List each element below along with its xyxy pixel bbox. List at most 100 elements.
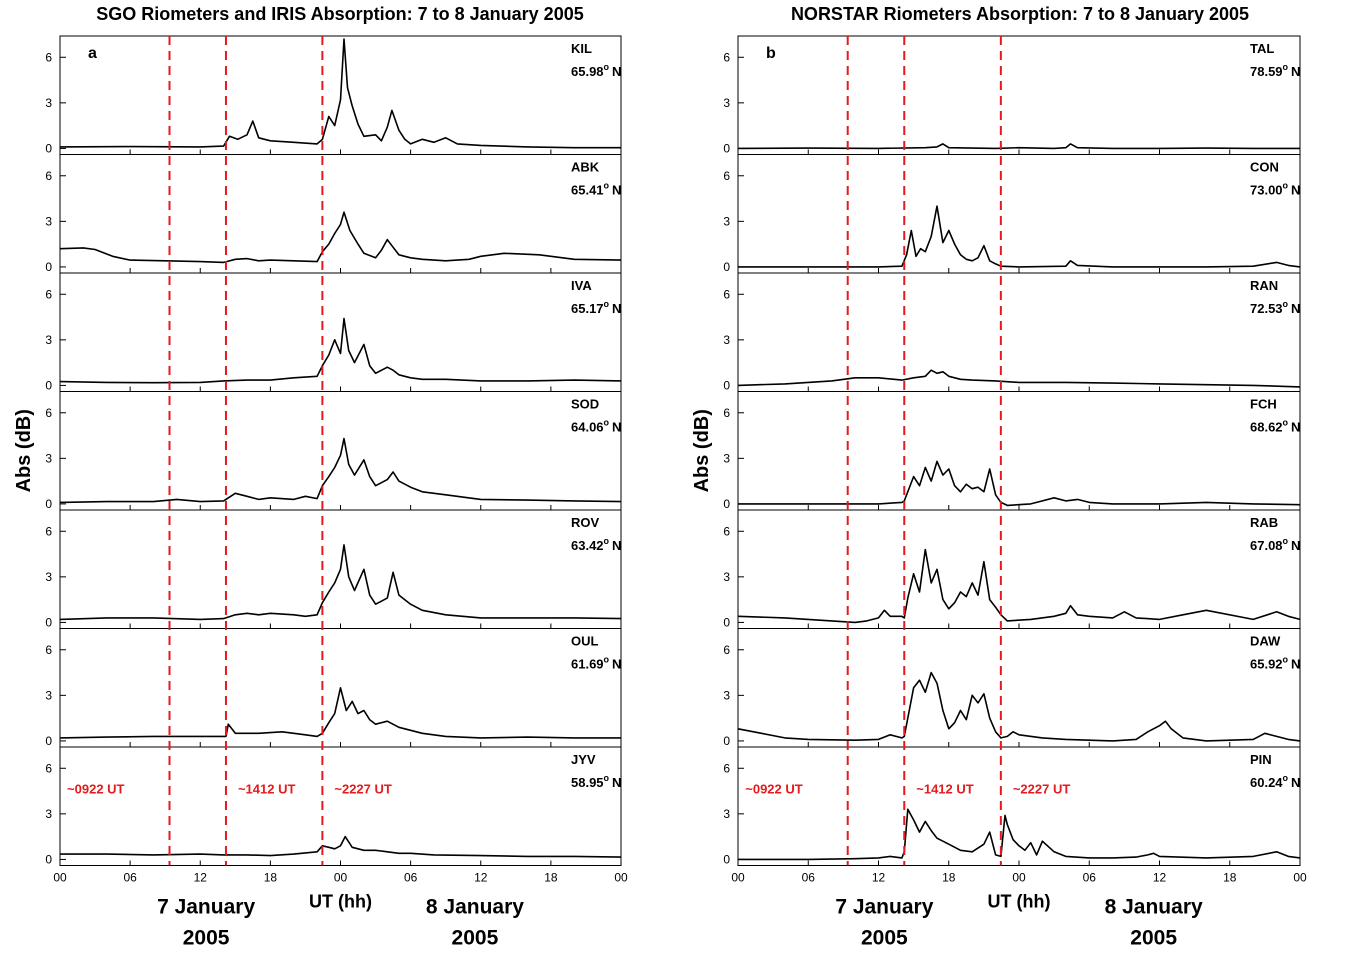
station-panel-daw: 0 3 6 DAW 65.92o N [723,628,1301,748]
station-code: RAB [1250,515,1278,530]
y-tick-label: 0 [723,734,730,748]
x-tick-label: 12 [194,871,208,885]
series-line-tal [737,143,1300,150]
y-tick-label: 6 [45,50,52,64]
y-tick-label: 6 [723,50,730,64]
y-tick-label: 0 [45,497,52,511]
station-panel-ran: 0 3 6 RAN 72.53o N [723,272,1301,392]
y-tick-label: 0 [723,378,730,392]
subplot-frame [737,35,1301,155]
station-latitude: 61.69o N [571,655,621,672]
station-code: ROV [571,515,600,530]
x-tick-label: 00 [1012,871,1026,885]
y-tick-label: 3 [723,96,730,110]
station-code: PIN [1250,752,1272,767]
event-label: ~0922 UT [67,782,125,797]
date-label-year: 2005 [861,927,908,950]
date-label: 8 January [426,896,524,919]
event-label: ~0922 UT [745,782,803,797]
station-panel-oul: 0 3 6 OUL 61.69o N [45,628,622,748]
y-tick-label: 0 [45,378,52,392]
station-latitude: 65.92o N [1250,655,1300,672]
station-code: TAL [1250,41,1274,56]
subplot-frame [59,746,622,866]
station-panel-iva: 0 3 6 IVA 65.17o N [45,272,622,392]
y-tick-label: 3 [45,570,52,584]
series-line-fch [738,460,1301,507]
x-tick-label: 18 [1223,871,1237,885]
y-tick-label: 0 [723,260,730,274]
series-line-kil [59,38,621,149]
y-axis-label: Abs (dB) [13,409,35,492]
station-code: OUL [571,634,599,649]
station-latitude: 58.95o N [571,773,621,790]
station-code: RAN [1250,278,1278,293]
y-tick-label: 3 [45,96,52,110]
subplot-frame [737,154,1301,274]
x-tick-label: 18 [942,871,956,885]
station-latitude: 73.00o N [1250,181,1300,198]
x-tick-label: 06 [1083,871,1097,885]
series-line-oul [59,687,621,739]
station-code: FCH [1250,397,1277,412]
station-latitude: 72.53o N [1250,299,1300,316]
station-panel-kil: 0 3 6 KIL 65.98o N [45,35,622,155]
panel-letter: a [88,45,97,62]
series-line-rov [59,544,622,621]
station-code: JYV [571,752,596,767]
station-code: IVA [571,278,592,293]
y-tick-label: 3 [45,333,52,347]
x-tick-label: 06 [802,871,816,885]
station-panel-sod: 0 3 6 SOD 64.06o N [45,391,622,511]
y-tick-label: 3 [723,570,730,584]
y-tick-label: 6 [723,524,730,538]
station-panel-con: 0 3 6 CON 73.00o N [723,154,1301,274]
panel-a-title: SGO Riometers and IRIS Absorption: 7 to … [96,4,583,24]
subplot-frame [59,272,622,392]
station-code: SOD [571,397,599,412]
y-tick-label: 3 [45,214,52,228]
y-tick-label: 0 [723,615,730,629]
x-tick-label: 06 [123,871,137,885]
y-tick-label: 3 [723,333,730,347]
x-axis-label: UT (hh) [309,892,372,912]
event-label: ~1412 UT [916,782,974,797]
series-line-iva [59,317,622,384]
x-tick-label: 00 [334,871,348,885]
x-tick-label: 12 [1153,871,1167,885]
series-line-pin [738,808,1301,861]
station-panel-rov: 0 3 6 ROV 63.42o N [45,509,622,629]
x-tick-label: 00 [53,871,67,885]
panel-letter: b [766,45,776,62]
x-tick-label: 06 [404,871,418,885]
date-label: 7 January [157,896,255,919]
event-label: ~2227 UT [334,782,392,797]
date-label: 8 January [1105,896,1203,919]
subplot-frame [737,509,1301,629]
y-tick-label: 6 [723,643,730,657]
series-line-daw [737,671,1301,742]
y-tick-label: 0 [723,852,730,866]
series-line-ran [737,369,1301,388]
station-latitude: 65.41o N [571,181,621,198]
series-line-rab [737,548,1301,624]
x-tick-label: 12 [872,871,886,885]
date-label-year: 2005 [452,927,499,950]
y-tick-label: 6 [45,287,52,301]
y-tick-label: 6 [45,406,52,420]
station-latitude: 78.59o N [1250,62,1300,79]
x-tick-label: 00 [1293,871,1307,885]
y-tick-label: 0 [45,141,52,155]
y-axis-label: Abs (dB) [691,409,713,492]
y-tick-label: 6 [723,406,730,420]
station-code: DAW [1250,634,1281,649]
y-tick-label: 6 [45,524,52,538]
subplot-frame [59,391,622,511]
station-latitude: 60.24o N [1250,773,1300,790]
date-label: 7 January [835,896,933,919]
y-tick-label: 0 [45,260,52,274]
y-tick-label: 3 [45,688,52,702]
y-tick-label: 0 [45,852,52,866]
